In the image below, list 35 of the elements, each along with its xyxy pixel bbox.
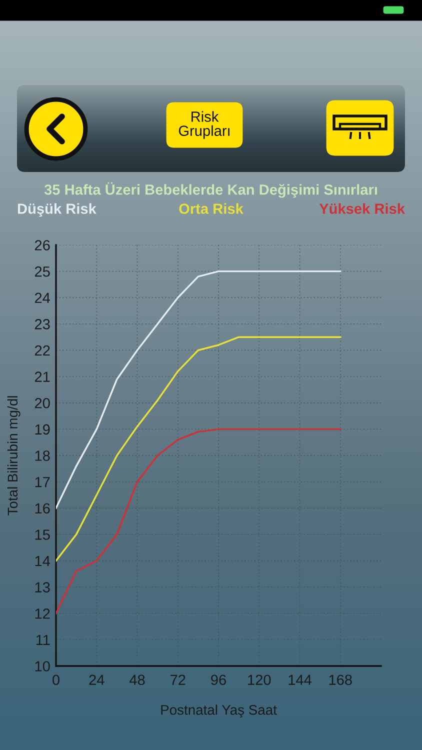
y-axis-title: Total Bilirubin mg/dl bbox=[7, 396, 20, 516]
y-tick-label: 26 bbox=[34, 240, 50, 250]
y-tick-label: 11 bbox=[36, 634, 50, 645]
line-series bbox=[56, 270, 342, 509]
x-tick-label: 96 bbox=[211, 674, 226, 686]
x-tick-label: 72 bbox=[170, 674, 186, 685]
x-axis-title: Postnatal Yaş Saat bbox=[161, 704, 277, 718]
y-tick-label: 22 bbox=[34, 345, 50, 356]
y-tick-label: 17 bbox=[35, 477, 50, 488]
y-tick-label: 13 bbox=[35, 582, 50, 592]
x-tick-label: 48 bbox=[129, 674, 145, 686]
text: Yüksek Risk bbox=[319, 203, 406, 214]
text: Orta Risk bbox=[179, 203, 244, 214]
y-tick-label: 10 bbox=[35, 661, 50, 672]
y-tick-label: 19 bbox=[35, 424, 50, 435]
y-tick-label: 25 bbox=[34, 266, 50, 277]
y-tick-label: 21 bbox=[34, 372, 50, 382]
y-tick-label: 23 bbox=[34, 319, 50, 330]
y-tick-label: 18 bbox=[35, 450, 50, 461]
line-series bbox=[56, 428, 342, 614]
y-tick-label: 20 bbox=[34, 398, 50, 408]
y-tick-label: 24 bbox=[34, 292, 50, 303]
y-tick-label: 15 bbox=[35, 530, 50, 540]
x-tick-label: 0 bbox=[52, 674, 60, 686]
y-tick-label: 14 bbox=[35, 556, 50, 566]
text: Risk Grupları bbox=[178, 111, 230, 139]
line-series bbox=[56, 336, 342, 562]
x-tick-label: 24 bbox=[89, 674, 104, 685]
x-tick-label: 120 bbox=[248, 674, 271, 686]
x-tick-label: 144 bbox=[288, 674, 312, 685]
chart-title: 35 Hafta Üzeri Bebeklerde Kan Değişimi Sınırları bbox=[44, 182, 377, 198]
y-tick-label: 12 bbox=[35, 608, 50, 619]
text: Düşük Risk bbox=[18, 203, 96, 217]
y-tick-label: 16 bbox=[35, 503, 50, 514]
x-tick-label: 168 bbox=[329, 674, 352, 686]
